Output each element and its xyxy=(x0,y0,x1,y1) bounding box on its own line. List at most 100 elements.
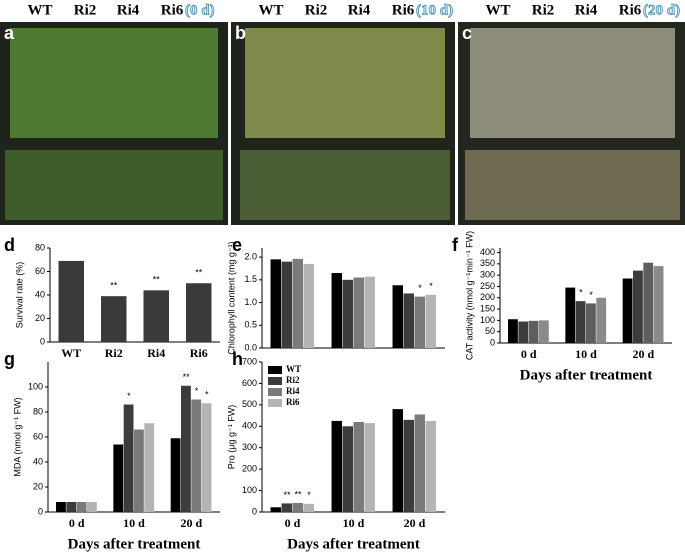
significance: * xyxy=(418,283,422,293)
bar xyxy=(113,444,124,512)
bar xyxy=(392,285,404,348)
significance: * xyxy=(127,391,131,401)
genotype-label: WT xyxy=(258,2,283,18)
time-label: (10 d) xyxy=(416,2,453,18)
x-tick-label: Ri4 xyxy=(147,346,165,360)
y-axis-label: Survival rate (%) xyxy=(14,262,24,329)
time-label: (20 d) xyxy=(643,2,680,18)
bar xyxy=(303,263,314,348)
bar xyxy=(58,260,84,342)
legend-swatch xyxy=(268,399,282,407)
legend-label: Ri2 xyxy=(286,375,300,385)
bar xyxy=(101,296,127,342)
bar xyxy=(364,423,375,512)
bar xyxy=(270,259,282,348)
y-tick-label: 50 xyxy=(485,326,495,336)
genotype-label: Ri4 xyxy=(117,2,140,18)
x-tick-label: Ri2 xyxy=(105,346,123,360)
significance: * xyxy=(307,490,311,500)
y-tick-label: 300 xyxy=(242,442,257,452)
x-tick-label: 0 d xyxy=(69,516,85,530)
genotype-label: Ri6 xyxy=(161,2,184,18)
photo-side xyxy=(240,150,450,220)
photo-top xyxy=(10,28,218,138)
bar xyxy=(56,502,66,512)
significance: ** xyxy=(153,275,161,285)
y-tick-label: 350 xyxy=(480,258,495,268)
y-tick-label: 0.0 xyxy=(244,342,257,352)
bar xyxy=(186,283,212,342)
bar xyxy=(342,426,353,512)
photo-top xyxy=(245,28,445,138)
bar xyxy=(76,502,87,512)
legend-label: Ri6 xyxy=(286,397,300,407)
bar xyxy=(201,403,212,512)
bar xyxy=(414,296,425,348)
genotype-label: Ri4 xyxy=(348,2,371,18)
bar xyxy=(414,414,425,512)
photo-top xyxy=(470,28,675,138)
bar xyxy=(538,320,549,343)
significance: * xyxy=(589,290,593,300)
significance: * xyxy=(205,390,209,400)
y-axis-label: MDA (nmol g⁻¹ FW) xyxy=(12,397,22,476)
y-tick-label: 2.0 xyxy=(244,251,257,261)
y-tick-label: 1.5 xyxy=(244,274,257,284)
bar xyxy=(643,262,654,343)
y-tick-label: 150 xyxy=(480,303,495,313)
significance: * xyxy=(579,288,583,298)
y-tick-label: 60 xyxy=(35,266,45,276)
y-tick-label: 40 xyxy=(35,289,45,299)
x-tick-label: 10 d xyxy=(343,516,365,530)
photo-side xyxy=(465,150,680,220)
significance: * xyxy=(429,281,433,291)
bar xyxy=(392,409,404,512)
legend-label: WT xyxy=(286,364,301,374)
y-tick-label: 100 xyxy=(480,315,495,325)
bar xyxy=(331,273,343,348)
genotype-label: Ri4 xyxy=(575,2,598,18)
y-axis-label: Pro (μg g⁻¹ FW) xyxy=(226,405,236,469)
y-tick-label: 100 xyxy=(242,485,257,495)
bar xyxy=(342,279,353,348)
genotype-label: Ri6 xyxy=(619,2,642,18)
x-axis-label: Days after treatment xyxy=(287,536,420,552)
bar xyxy=(586,303,596,343)
bar xyxy=(425,420,436,512)
x-tick-label: 10 d xyxy=(123,516,145,530)
y-axis-label: CAT activity (nmol g⁻¹min⁻¹ FW) xyxy=(464,231,474,360)
bar xyxy=(622,278,633,343)
photo-side xyxy=(5,150,223,220)
bar xyxy=(425,294,436,348)
bar xyxy=(653,266,664,343)
genotype-label: WT xyxy=(27,2,52,18)
panel-letter: g xyxy=(4,349,15,369)
bar xyxy=(170,438,181,512)
y-tick-label: 700 xyxy=(242,356,257,366)
legend-label: Ri4 xyxy=(286,386,300,396)
photos xyxy=(0,22,685,225)
y-tick-label: 40 xyxy=(33,456,43,466)
genotype-label: Ri2 xyxy=(74,2,97,18)
bar xyxy=(281,261,292,348)
x-tick-label: 20 d xyxy=(404,516,426,530)
genotype-label: Ri2 xyxy=(532,2,555,18)
y-axis-label: Chlorophyll content (mg g⁻¹) xyxy=(226,241,236,354)
panel-letter: h xyxy=(232,349,243,369)
y-tick-label: 300 xyxy=(480,270,495,280)
x-tick-label: WT xyxy=(61,346,81,360)
y-tick-label: 80 xyxy=(33,406,43,416)
genotype-label: WT xyxy=(485,2,510,18)
bar xyxy=(364,276,375,348)
y-tick-label: 0 xyxy=(490,337,495,347)
y-tick-label: 20 xyxy=(33,481,43,491)
panel-letter: b xyxy=(235,23,246,43)
panel-letter: f xyxy=(452,235,459,255)
x-tick-label: Ri6 xyxy=(190,346,208,360)
y-tick-label: 600 xyxy=(242,378,257,388)
bar xyxy=(191,399,202,512)
y-tick-label: 0.5 xyxy=(244,320,257,330)
bar xyxy=(528,320,539,343)
bar xyxy=(403,293,414,348)
